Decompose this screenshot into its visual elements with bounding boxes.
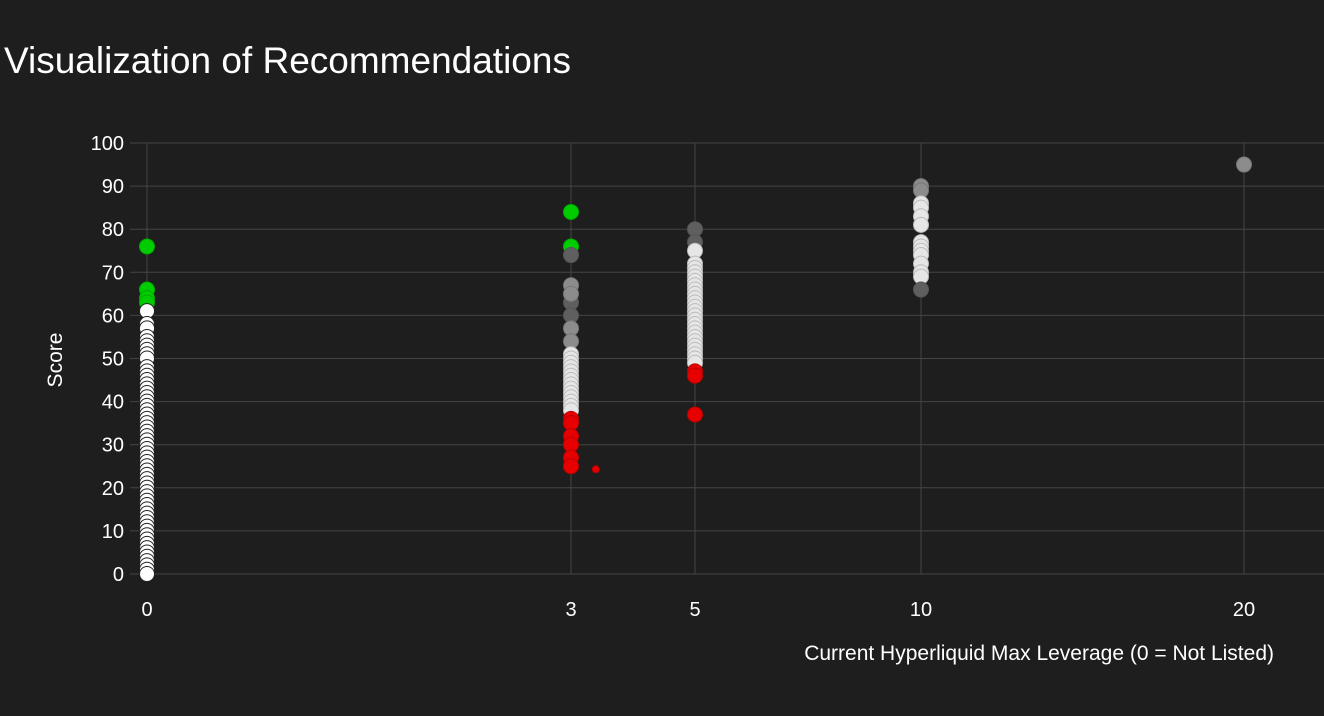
x-tick-label: 20 [1233,599,1255,621]
y-tick-label: 0 [113,564,124,586]
data-point [1236,156,1252,173]
y-tick-label: 90 [102,176,124,198]
data-point [139,566,155,582]
data-point [563,285,579,302]
data-point [563,203,579,220]
y-axis-label: Score [44,333,67,388]
y-tick-label: 50 [102,349,124,371]
x-tick-label: 0 [141,599,152,621]
chart-title: Visualization of Recommendations [4,40,571,81]
y-tick-label: 20 [102,478,124,500]
data-point [591,465,600,474]
data-point [563,247,579,264]
data-point [687,406,703,423]
grid [130,142,1324,575]
data-point [139,238,155,255]
y-tick-label: 80 [102,219,124,241]
x-tick-label: 10 [910,599,932,621]
data-point [563,458,579,475]
x-tick-label: 5 [689,599,700,621]
y-tick-label: 40 [102,392,124,414]
x-axis-label: Current Hyperliquid Max Leverage (0 = No… [804,642,1274,665]
tick-labels: 0 10 20 30 40 50 60 70 80 90 100 0 3 5 10 20 [91,133,1256,621]
y-tick-label: 70 [102,262,124,284]
data-point [913,216,929,233]
y-tick-label: 10 [102,521,124,543]
y-tick-label: 30 [102,435,124,457]
x-tick-label: 3 [565,599,576,621]
data-points [139,156,1252,582]
data-point [913,281,929,298]
y-tick-label: 100 [91,133,124,155]
y-tick-label: 60 [102,305,124,327]
data-point [687,367,703,384]
